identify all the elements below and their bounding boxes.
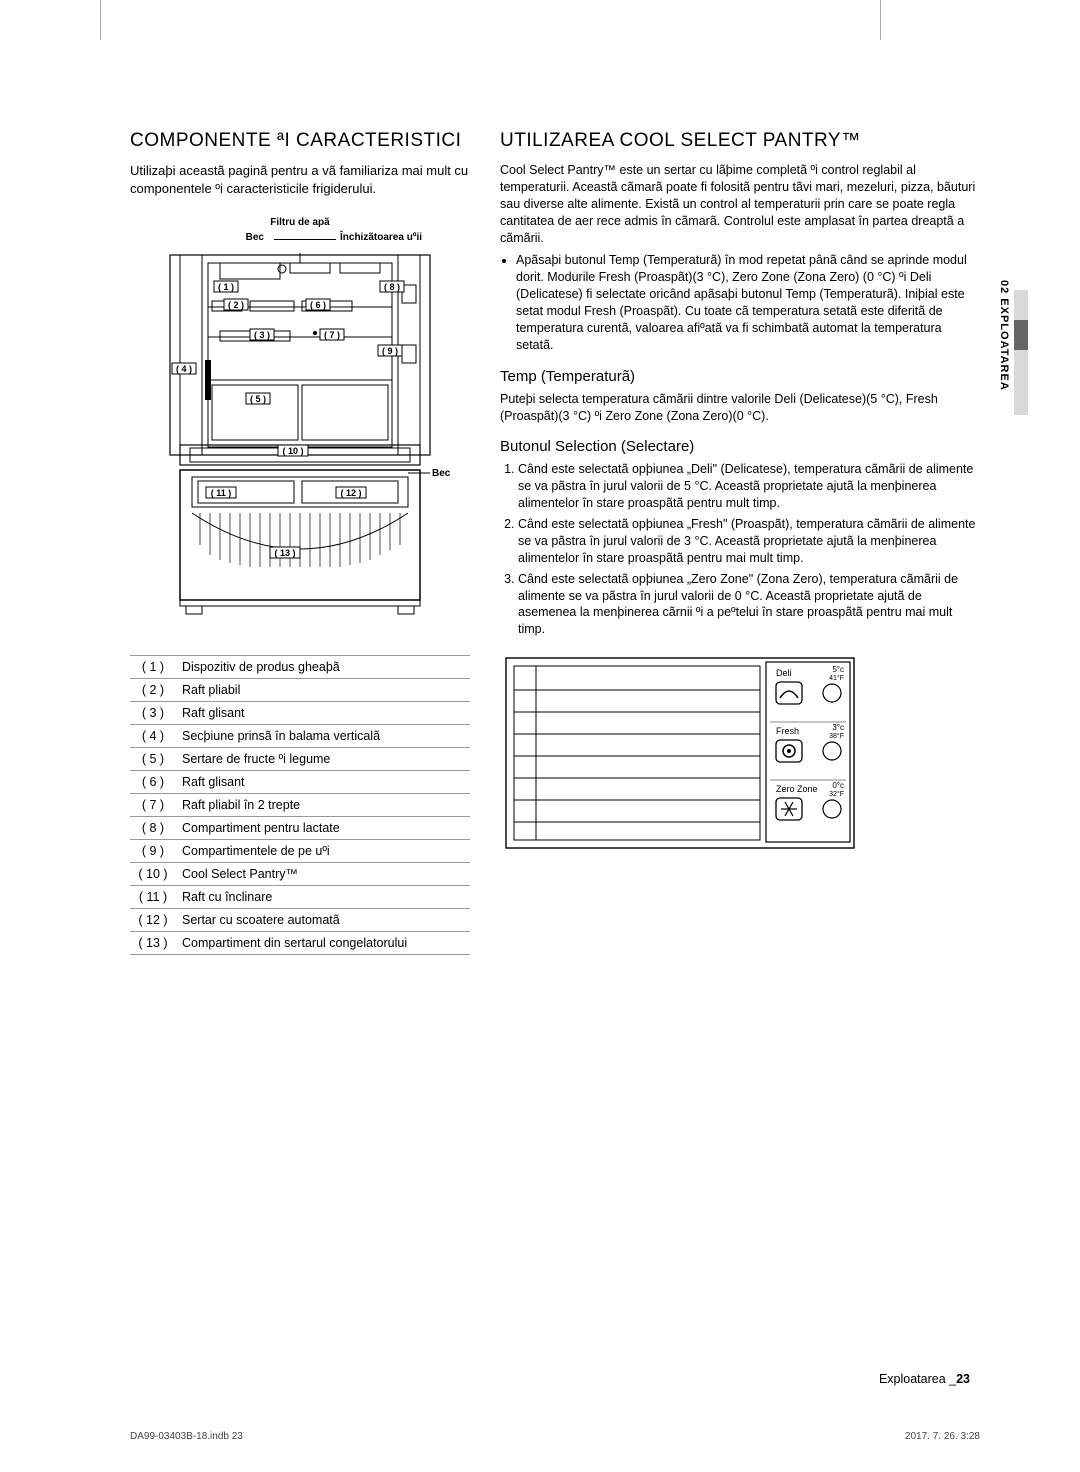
part-label: Raft pliabil în 2 trepte: [176, 794, 470, 817]
svg-text:( 5 ): ( 5 ): [250, 394, 266, 404]
part-label: Cool Select Pantry™: [176, 863, 470, 886]
part-label: Raft glisant: [176, 702, 470, 725]
footer-label: Exploatarea _: [879, 1372, 956, 1386]
svg-text:( 7 ): ( 7 ): [324, 330, 340, 340]
part-number: ( 8 ): [130, 817, 176, 840]
diagram-label-lock: Închizãtoarea uºii: [340, 232, 450, 243]
left-intro: Utilizaþi aceastã paginã pentru a vã fam…: [130, 162, 470, 197]
svg-text:( 2 ): ( 2 ): [228, 300, 244, 310]
right-p2: Puteþi selecta temperatura cãmãrii dintr…: [500, 391, 980, 425]
svg-text:3°c: 3°c: [832, 723, 844, 732]
svg-text:( 13 ): ( 13 ): [274, 548, 295, 558]
svg-text:Zero Zone: Zero Zone: [776, 784, 818, 794]
right-p1: Cool Select Pantry™ este un sertar cu lã…: [500, 162, 980, 246]
svg-text:( 3 ): ( 3 ): [254, 330, 270, 340]
columns: COMPONENTE ªI CARACTERISTICI Utilizaþi a…: [130, 130, 980, 955]
part-number: ( 1 ): [130, 656, 176, 679]
footer-page: 23: [956, 1372, 970, 1386]
part-label: Raft glisant: [176, 771, 470, 794]
crop-mark-right: [880, 0, 881, 40]
left-column: COMPONENTE ªI CARACTERISTICI Utilizaþi a…: [130, 130, 470, 955]
table-row: ( 12 )Sertar cu scoatere automatã: [130, 909, 470, 932]
svg-text:( 1 ): ( 1 ): [218, 282, 234, 292]
part-number: ( 13 ): [130, 932, 176, 955]
part-number: ( 2 ): [130, 679, 176, 702]
part-number: ( 5 ): [130, 748, 176, 771]
right-column: UTILIZAREA COOL SELECT PANTRY™ Cool Sele…: [500, 130, 980, 955]
crop-mark-left: [100, 0, 101, 40]
selection-list: Când este selectatã opþiunea „Deli" (Del…: [500, 461, 980, 638]
svg-text:( 11 ): ( 11 ): [211, 488, 232, 498]
diagram-label-filter: Filtru de apã: [160, 217, 440, 228]
parts-table: ( 1 )Dispozitiv de produs gheaþã( 2 )Raf…: [130, 655, 470, 955]
fridge-diagram: Filtru de apã Bec Închizãtoarea uºii: [130, 217, 470, 615]
part-number: ( 11 ): [130, 886, 176, 909]
diagram-label-bec: Bec: [150, 232, 270, 243]
part-number: ( 10 ): [130, 863, 176, 886]
side-tab-bg-dark: [1014, 320, 1028, 350]
svg-text:41°F: 41°F: [829, 674, 844, 682]
svg-text:( 8 ): ( 8 ): [384, 282, 400, 292]
svg-text:Fresh: Fresh: [776, 726, 799, 736]
h2-temp: Temp (Temperaturã): [500, 368, 980, 385]
part-number: ( 4 ): [130, 725, 176, 748]
svg-text:( 6 ): ( 6 ): [310, 300, 326, 310]
h2-selection: Butonul Selection (Selectare): [500, 438, 980, 455]
list-item: Când este selectatã opþiunea „Deli" (Del…: [518, 461, 980, 512]
print-footer-left: DA99-03403B-18.indb 23: [130, 1431, 243, 1442]
print-footer: DA99-03403B-18.indb 23 2017. 7. 26. 3:28: [0, 1431, 1080, 1442]
table-row: ( 11 )Raft cu înclinare: [130, 886, 470, 909]
part-label: Dispozitiv de produs gheaþã: [176, 656, 470, 679]
list-item: Când este selectatã opþiunea „Zero Zone"…: [518, 571, 980, 639]
side-tab-bg: [1014, 290, 1028, 415]
svg-text:( 9 ): ( 9 ): [382, 346, 398, 356]
part-number: ( 3 ): [130, 702, 176, 725]
print-footer-right: 2017. 7. 26. 3:28: [905, 1431, 980, 1442]
svg-text:5°c: 5°c: [832, 665, 844, 674]
part-label: Compartiment pentru lactate: [176, 817, 470, 840]
part-number: ( 7 ): [130, 794, 176, 817]
svg-text:32°F: 32°F: [829, 790, 844, 798]
table-row: ( 10 )Cool Select Pantry™: [130, 863, 470, 886]
part-number: ( 9 ): [130, 840, 176, 863]
control-panel-diagram: Deli 5°c41°F Fresh 3°c38°F Zero Zone 0°c32°F: [500, 652, 980, 887]
part-label: Secþiune prinsã în balama verticalã: [176, 725, 470, 748]
part-number: ( 12 ): [130, 909, 176, 932]
part-label: Compartimentele de pe uºi: [176, 840, 470, 863]
svg-text:0°c: 0°c: [832, 781, 844, 790]
table-row: ( 2 )Raft pliabil: [130, 679, 470, 702]
table-row: ( 7 )Raft pliabil în 2 trepte: [130, 794, 470, 817]
fridge-svg: ( 1 ) ( 2 ) ( 3 ) ( 4 ) ( 5 ) ( 6 ) ( 7 …: [150, 245, 450, 615]
svg-text:38°F: 38°F: [829, 732, 844, 740]
part-label: Sertar cu scoatere automatã: [176, 909, 470, 932]
part-label: Raft cu înclinare: [176, 886, 470, 909]
right-bullets: Apãsaþi butonul Temp (Temperaturã) în mo…: [500, 252, 980, 353]
table-row: ( 4 )Secþiune prinsã în balama verticalã: [130, 725, 470, 748]
side-tab-label: 02 EXPLOATAREA: [998, 280, 1010, 391]
table-row: ( 8 )Compartiment pentru lactate: [130, 817, 470, 840]
table-row: ( 3 )Raft glisant: [130, 702, 470, 725]
right-heading: UTILIZAREA COOL SELECT PANTRY™: [500, 130, 980, 152]
svg-text:( 10 ): ( 10 ): [282, 446, 303, 456]
table-row: ( 6 )Raft glisant: [130, 771, 470, 794]
part-label: Raft pliabil: [176, 679, 470, 702]
right-bullet-1: Apãsaþi butonul Temp (Temperaturã) în mo…: [516, 252, 980, 353]
svg-text:Bec: Bec: [432, 468, 450, 479]
list-item: Când este selectatã opþiunea „Fresh" (Pr…: [518, 516, 980, 567]
table-row: ( 13 )Compartiment din sertarul congelat…: [130, 932, 470, 955]
table-row: ( 1 )Dispozitiv de produs gheaþã: [130, 656, 470, 679]
part-number: ( 6 ): [130, 771, 176, 794]
left-heading: COMPONENTE ªI CARACTERISTICI: [130, 130, 470, 152]
svg-text:( 4 ): ( 4 ): [176, 364, 192, 374]
part-label: Sertare de fructe ºi legume: [176, 748, 470, 771]
part-label: Compartiment din sertarul congelatorului: [176, 932, 470, 955]
svg-text:Deli: Deli: [776, 668, 792, 678]
svg-text:( 12 ): ( 12 ): [340, 488, 361, 498]
page: 02 EXPLOATAREA COMPONENTE ªI CARACTERIST…: [0, 0, 1080, 1472]
page-footer-right: Exploatarea _23: [879, 1372, 970, 1386]
table-row: ( 9 )Compartimentele de pe uºi: [130, 840, 470, 863]
table-row: ( 5 )Sertare de fructe ºi legume: [130, 748, 470, 771]
